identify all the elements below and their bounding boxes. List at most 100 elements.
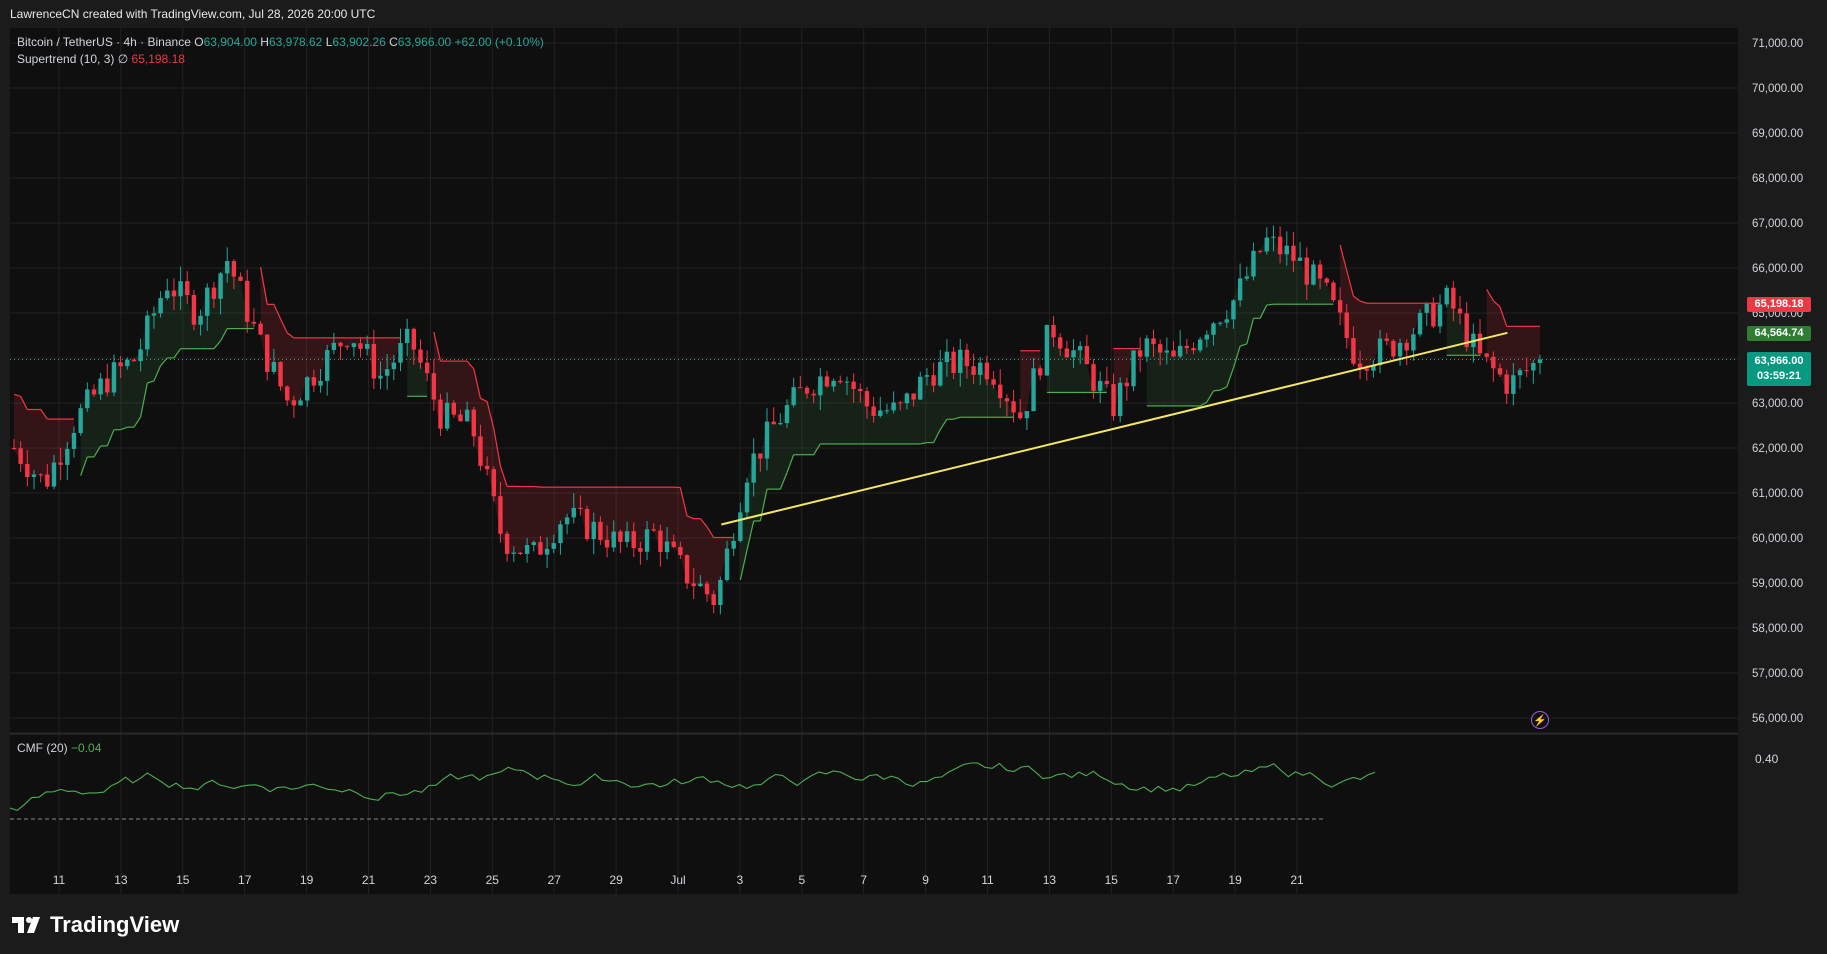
candle-body — [1517, 370, 1523, 376]
candle-body — [1164, 350, 1170, 353]
candle-body — [1297, 257, 1303, 261]
candle-body — [245, 280, 250, 322]
supertrend-fill-segment — [520, 486, 528, 555]
candle-body — [1044, 324, 1050, 376]
indicator-source-icon: ∅ — [117, 52, 129, 66]
candle-body — [431, 373, 437, 400]
supertrend-segment — [466, 360, 475, 370]
candle-body — [838, 380, 843, 383]
supertrend-fill-segment — [1406, 303, 1414, 351]
supertrend-fill-segment — [547, 487, 554, 549]
supertrend-fill-segment — [840, 381, 847, 444]
candle-body — [1531, 362, 1536, 371]
candle-body — [1018, 412, 1023, 419]
supertrend-fill-segment — [227, 261, 234, 329]
candle-body — [938, 362, 943, 386]
candle-body — [205, 287, 210, 316]
candle-body — [1171, 350, 1176, 357]
supertrend-fill-segment — [533, 486, 541, 555]
time-tick-label: 23 — [424, 873, 438, 887]
candle-body — [1071, 350, 1076, 358]
supertrend-fill-segment — [513, 486, 521, 555]
cmf-name[interactable]: CMF (20) — [17, 741, 68, 755]
supertrend-fill-segment — [806, 393, 814, 455]
supertrend-fill-segment — [560, 487, 568, 525]
supertrend-segment — [1359, 300, 1367, 304]
level-price-tag: 64,564.74 — [1747, 326, 1811, 341]
supertrend-fill-segment — [1213, 322, 1221, 391]
supertrend-fill-segment — [1380, 303, 1387, 341]
candle-body — [78, 408, 83, 433]
candle-body — [85, 389, 90, 409]
price-tick-label: 61,000.00 — [1752, 488, 1803, 500]
candle-body — [51, 462, 57, 487]
candle-body — [211, 287, 217, 299]
supertrend-fill-segment — [1400, 303, 1407, 351]
time-tick-label: 5 — [798, 873, 805, 887]
lightning-icon[interactable]: ⚡ — [1531, 711, 1549, 729]
supertrend-fill-segment — [833, 380, 841, 444]
symbol-label[interactable]: Bitcoin / TetherUS · 4h · Binance — [17, 35, 191, 49]
open-value: 63,904.00 — [203, 35, 257, 49]
supertrend-fill-segment — [1493, 300, 1501, 375]
candle-body — [1344, 312, 1349, 338]
supertrend-segment — [1239, 343, 1247, 347]
supertrend-fill-segment — [553, 487, 561, 544]
candle-body — [298, 400, 303, 406]
candle-body — [1497, 368, 1503, 375]
footer-brand: TradingView — [12, 910, 179, 940]
close-value: 63,966.00 — [397, 35, 452, 49]
candle-body — [498, 496, 503, 534]
supertrend-fill-segment — [27, 409, 34, 477]
candle-body — [964, 349, 970, 367]
supertrend-fill-segment — [1193, 339, 1201, 406]
indicator-name[interactable]: Supertrend (10, 3) — [17, 52, 115, 66]
candle-body — [291, 400, 297, 406]
chart-legend: Bitcoin / TetherUS · 4h · Binance O63,90… — [17, 34, 544, 68]
candle-body — [418, 349, 423, 363]
time-tick-label: 19 — [300, 873, 314, 887]
candle-body — [1451, 287, 1456, 309]
candle-body — [858, 388, 863, 392]
supertrend-segment — [147, 380, 155, 384]
supertrend-segment — [173, 348, 182, 359]
candle-body — [1078, 345, 1083, 351]
supertrend-fill-segment — [1513, 326, 1521, 376]
candle-body — [558, 524, 563, 544]
supertrend-segment — [1213, 389, 1221, 392]
candle-body — [378, 375, 383, 379]
supertrend-segment — [140, 382, 148, 418]
supertrend-fill-segment — [1120, 348, 1127, 387]
supertrend-fill-segment — [133, 349, 141, 428]
candle-body — [811, 393, 816, 396]
candle-body — [1357, 363, 1363, 369]
supertrend-line — [13, 244, 1540, 580]
time-axis: 11 13 15 17 19 21 23 25 27 29 Jul 3 5 7 9 11 13 15 17 19 21 — [53, 873, 1304, 887]
candle-body — [185, 281, 190, 296]
candle-body — [231, 261, 237, 277]
supertrend-fill-segment — [1006, 401, 1014, 418]
candle-body — [1351, 337, 1356, 364]
candle-body — [624, 531, 630, 542]
supertrend-fill-segment — [120, 359, 128, 430]
candle-body — [851, 381, 856, 389]
price-tick-label: 66,000.00 — [1752, 263, 1803, 275]
supertrend-segment — [473, 368, 482, 399]
candle-body — [1431, 303, 1436, 327]
supertrend-fill-segment — [1413, 303, 1421, 335]
supertrend-fill-segment — [387, 337, 394, 370]
supertrend-fill-segment — [573, 487, 581, 509]
supertrend-segment — [933, 429, 941, 443]
supertrend-fill-segment — [813, 376, 821, 455]
supertrend-segment — [686, 515, 694, 520]
time-tick-label: Jul — [670, 873, 685, 887]
candle-body — [1317, 264, 1323, 279]
candle-body — [1337, 300, 1343, 313]
supertrend-fill-segment — [180, 281, 188, 349]
candle-body — [1324, 278, 1329, 283]
supertrend-segment — [939, 418, 948, 430]
supertrend-fill-segment — [926, 375, 934, 443]
price-tick-label: 70,000.00 — [1752, 83, 1803, 95]
time-tick-label: 21 — [362, 873, 376, 887]
